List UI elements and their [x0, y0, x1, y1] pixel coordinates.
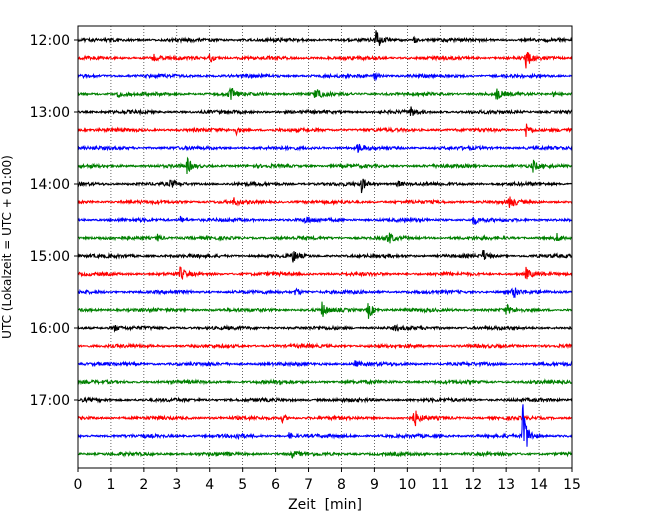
- x-tick-label: 4: [205, 477, 214, 493]
- trace-1530: [78, 287, 572, 299]
- trace-1500: [78, 249, 572, 263]
- trace-1400: [78, 178, 572, 194]
- x-tick-label: 1: [106, 477, 115, 493]
- x-tick-label: 7: [304, 477, 313, 493]
- x-tick-label: 3: [172, 477, 181, 493]
- trace-1745: [78, 450, 572, 459]
- y-tick-label: 12:00: [30, 33, 70, 49]
- x-tick-label: 14: [530, 477, 548, 493]
- x-tick-label: 5: [238, 477, 247, 493]
- y-tick-label: 17:00: [30, 393, 70, 409]
- trace-1230: [78, 71, 572, 82]
- trace-1545: [78, 301, 572, 319]
- trace-1415: [78, 196, 572, 208]
- trace-1345: [78, 156, 572, 175]
- plot-frame: [77, 25, 573, 469]
- y-axis-title: UTC (Lokalzeit = UTC + 01:00): [0, 155, 14, 339]
- trace-1445: [78, 232, 572, 244]
- y-axis-ticks: 12:00 13:00 14:00 15:00 16:00 17:00: [30, 33, 78, 409]
- y-tick-label: 15:00: [30, 249, 70, 265]
- x-tick-label: 8: [337, 477, 346, 493]
- x-axis-ticks: 0 1 2 3 4 5 6 7 8 9 10 11 12 13 14 15: [74, 468, 581, 493]
- x-tick-label: 9: [370, 477, 379, 493]
- trace-1730: [78, 404, 572, 447]
- x-tick-label: 0: [74, 477, 83, 493]
- x-axis-title: Zeit [min]: [288, 497, 362, 513]
- trace-1615: [78, 342, 572, 350]
- trace-1630: [78, 360, 572, 368]
- y-tick-label: 14:00: [30, 177, 70, 193]
- trace-1200: [78, 30, 572, 46]
- x-tick-label: 12: [464, 477, 482, 493]
- trace-1700: [78, 396, 572, 404]
- trace-1245: [78, 86, 572, 101]
- trace-1300: [78, 106, 572, 116]
- x-tick-label: 11: [431, 477, 449, 493]
- seismic-traces: [78, 30, 572, 459]
- trace-1645: [78, 378, 572, 386]
- trace-1715: [78, 410, 572, 427]
- x-tick-label: 6: [271, 477, 280, 493]
- trace-1600: [78, 323, 572, 333]
- trace-1430: [78, 215, 572, 225]
- x-tick-label: 15: [563, 477, 581, 493]
- trace-1330: [78, 143, 572, 153]
- x-tick-label: 2: [139, 477, 148, 493]
- trace-1215: [78, 52, 572, 69]
- y-tick-label: 16:00: [30, 321, 70, 337]
- trace-1515: [78, 266, 572, 281]
- trace-1315: [78, 123, 572, 137]
- x-tick-label: 13: [497, 477, 515, 493]
- x-tick-label: 10: [398, 477, 416, 493]
- y-tick-label: 13:00: [30, 105, 70, 121]
